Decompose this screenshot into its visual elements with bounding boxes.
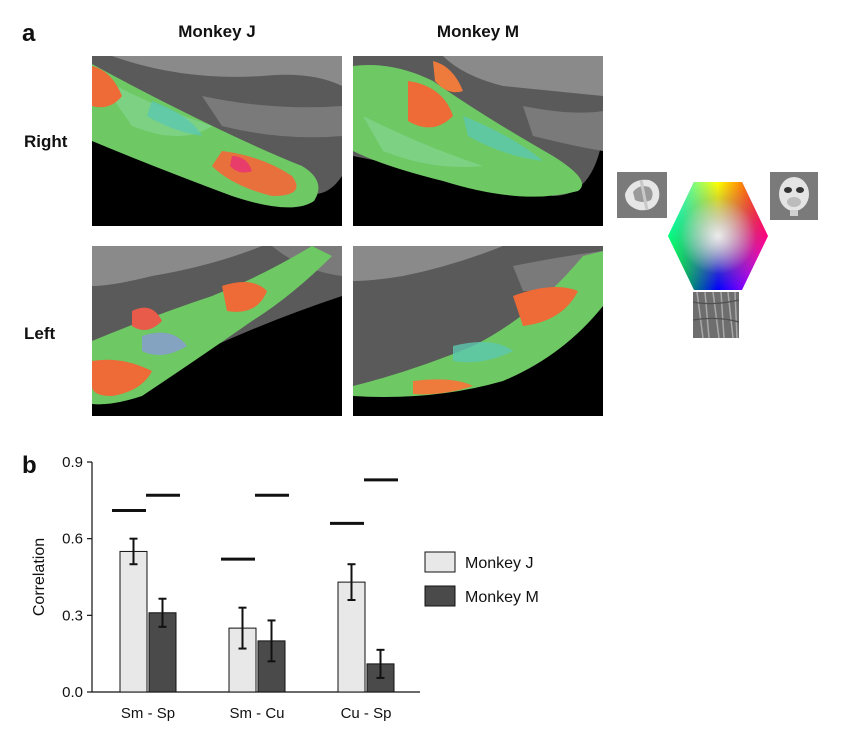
x-tick-label: Cu - Sp: [341, 705, 392, 722]
object-shape-icon: [617, 172, 667, 218]
brain-map-monkey-m-right: [353, 56, 603, 226]
legend-swatch: [424, 551, 456, 573]
row-label-left: Left: [24, 324, 56, 343]
brain-map-monkey-j-right: [92, 56, 342, 226]
panel-a-letter: a: [22, 20, 36, 47]
legend-label: Monkey M: [465, 589, 539, 606]
correlation-bar-chart: 0.0 0.3 0.6 0.9 Correlation Sm - Sp Sm - Cu Cu …: [31, 454, 539, 722]
bar: [119, 550, 148, 693]
monkey-face-icon: [770, 172, 818, 220]
y-tick-label: 0.9: [62, 454, 83, 471]
column-title-monkey-j: Monkey J: [178, 22, 256, 41]
y-tick-label: 0.0: [62, 684, 83, 701]
y-tick-label: 0.3: [62, 607, 83, 624]
x-tick-label: Sm - Cu: [229, 705, 284, 722]
x-tick-label: Sm - Sp: [121, 705, 175, 722]
brain-map-monkey-j-left: [92, 246, 342, 416]
y-tick-label: 0.6: [62, 531, 83, 548]
color-hexagon-legend: [668, 182, 768, 290]
panel-b-letter: b: [22, 452, 37, 479]
legend-label: Monkey J: [465, 555, 533, 572]
row-label-right: Right: [24, 132, 68, 151]
brain-map-monkey-m-left: [353, 246, 603, 416]
texture-patch-icon: [692, 291, 740, 339]
legend-swatch: [424, 585, 456, 607]
column-title-monkey-m: Monkey M: [436, 22, 520, 41]
y-axis-label: Correlation: [31, 538, 48, 616]
